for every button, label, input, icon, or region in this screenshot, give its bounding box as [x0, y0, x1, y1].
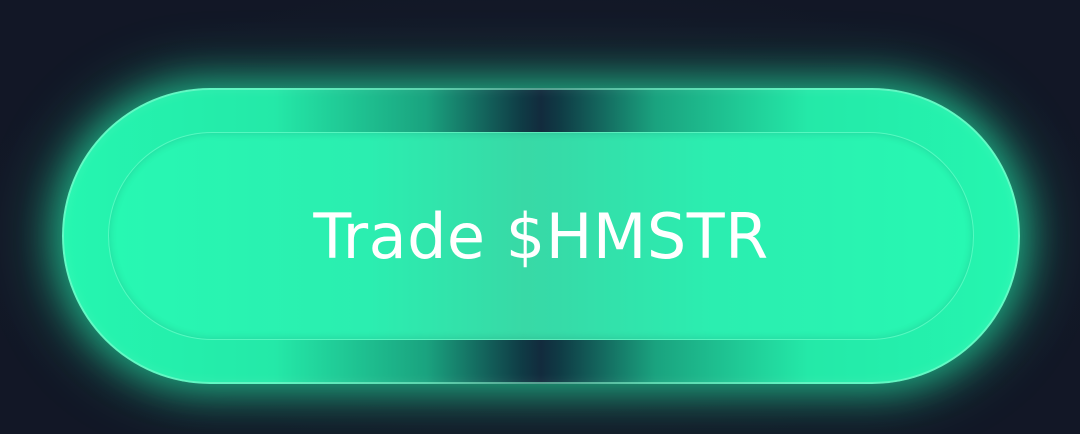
trade-button-label: Trade $HMSTR — [313, 199, 769, 273]
trade-button[interactable]: Trade $HMSTR — [62, 88, 1020, 384]
trade-button-face[interactable]: Trade $HMSTR — [108, 132, 974, 340]
